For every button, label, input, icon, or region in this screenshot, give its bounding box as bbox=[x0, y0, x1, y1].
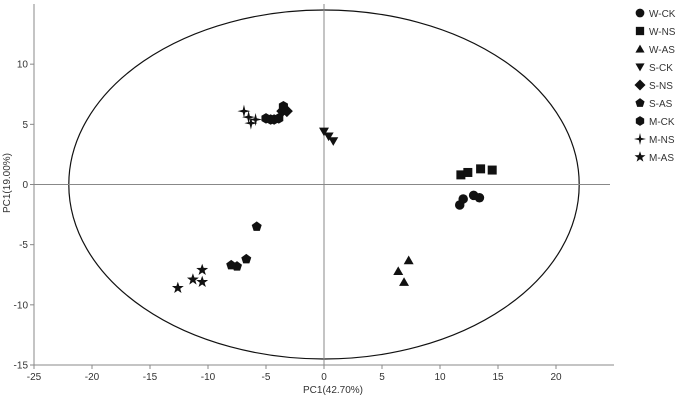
series-w-as bbox=[393, 255, 414, 286]
data-points-layer bbox=[171, 101, 497, 294]
legend-label: W-NS bbox=[649, 27, 676, 38]
data-point bbox=[393, 266, 404, 276]
series-w-ck bbox=[454, 190, 485, 210]
data-point bbox=[323, 132, 334, 142]
legend-marker bbox=[635, 116, 645, 126]
data-point bbox=[186, 273, 199, 285]
data-point bbox=[244, 116, 258, 130]
legend-marker bbox=[634, 79, 646, 91]
data-point bbox=[237, 104, 251, 118]
x-tick-label: 5 bbox=[379, 372, 385, 383]
data-point bbox=[487, 165, 497, 175]
legend-label: S-NS bbox=[649, 81, 673, 92]
x-axis-ticks: -25 -20 -15 -10 -5 0 5 10 15 20 bbox=[27, 365, 562, 383]
legend-marker bbox=[635, 8, 645, 18]
data-point bbox=[319, 127, 329, 137]
legend-item-s-ns: S-NS bbox=[634, 79, 673, 92]
legend-marker bbox=[634, 133, 646, 145]
data-point bbox=[463, 167, 473, 177]
data-point bbox=[458, 194, 468, 204]
x-tick-label: -20 bbox=[85, 372, 100, 383]
y-axis-ticks: -15 -10 -5 0 5 10 bbox=[14, 60, 34, 372]
data-point bbox=[403, 255, 414, 265]
x-tick-label: -15 bbox=[143, 372, 158, 383]
legend-marker bbox=[635, 26, 645, 36]
data-point bbox=[399, 277, 410, 286]
x-tick-label: -25 bbox=[27, 372, 42, 383]
x-tick-label: 10 bbox=[434, 372, 446, 383]
data-point bbox=[278, 101, 288, 112]
x-tick-label: 20 bbox=[550, 372, 562, 383]
data-point bbox=[456, 170, 466, 180]
x-tick-label: -5 bbox=[262, 372, 271, 383]
legend-marker bbox=[635, 44, 645, 53]
data-point bbox=[474, 192, 485, 203]
x-tick-label: -10 bbox=[201, 372, 216, 383]
series-m-ck bbox=[261, 101, 288, 125]
x-tick-label: 15 bbox=[492, 372, 504, 383]
legend-label: M-CK bbox=[649, 117, 675, 128]
legend-label: M-NS bbox=[649, 135, 675, 146]
data-point bbox=[171, 281, 184, 294]
legend-item-m-ck: M-CK bbox=[635, 116, 675, 128]
data-point bbox=[249, 113, 263, 127]
data-point bbox=[242, 110, 256, 124]
legend-item-w-ck: W-CK bbox=[635, 8, 676, 20]
legend-item-m-ns: M-NS bbox=[634, 133, 675, 146]
y-tick-label: -15 bbox=[14, 361, 29, 372]
data-point bbox=[241, 253, 252, 264]
legend-item-s-ck: S-CK bbox=[635, 63, 673, 74]
legend-label: M-AS bbox=[649, 153, 674, 164]
y-axis-title: PC1(19.00%) bbox=[2, 153, 13, 213]
x-axis-title: PC1(42.70%) bbox=[303, 385, 363, 396]
series-m-as bbox=[171, 263, 209, 294]
legend-marker bbox=[635, 98, 645, 107]
legend-marker bbox=[634, 151, 646, 162]
x-tick-label: 0 bbox=[321, 372, 327, 383]
data-point bbox=[196, 275, 209, 288]
data-point bbox=[251, 221, 262, 231]
legend-label: W-AS bbox=[649, 45, 675, 56]
data-point bbox=[274, 113, 284, 124]
legend-label: W-CK bbox=[649, 9, 676, 20]
legend-label: S-AS bbox=[649, 99, 673, 110]
legend: W-CK W-NS W-AS S-CK S-NS S-AS M-CK M-NS M-AS bbox=[634, 8, 676, 164]
y-tick-label: 10 bbox=[17, 60, 29, 71]
y-tick-label: 5 bbox=[22, 120, 28, 131]
data-point bbox=[328, 137, 339, 146]
series-w-ns bbox=[456, 164, 497, 180]
legend-label: S-CK bbox=[649, 63, 673, 74]
data-point bbox=[196, 263, 209, 275]
series-m-ns bbox=[237, 104, 263, 130]
series-s-ck bbox=[319, 127, 339, 146]
y-tick-label: -10 bbox=[14, 300, 29, 311]
legend-item-m-as: M-AS bbox=[634, 151, 674, 164]
data-point bbox=[476, 164, 486, 174]
y-tick-label: 0 bbox=[22, 180, 28, 191]
data-point bbox=[226, 259, 237, 270]
legend-item-s-as: S-AS bbox=[635, 98, 673, 110]
legend-marker bbox=[635, 63, 645, 72]
legend-item-w-ns: W-NS bbox=[635, 26, 676, 38]
legend-item-w-as: W-AS bbox=[635, 44, 675, 56]
zero-lines bbox=[34, 4, 610, 365]
series-s-as bbox=[226, 221, 262, 271]
y-tick-label: -5 bbox=[19, 240, 28, 251]
